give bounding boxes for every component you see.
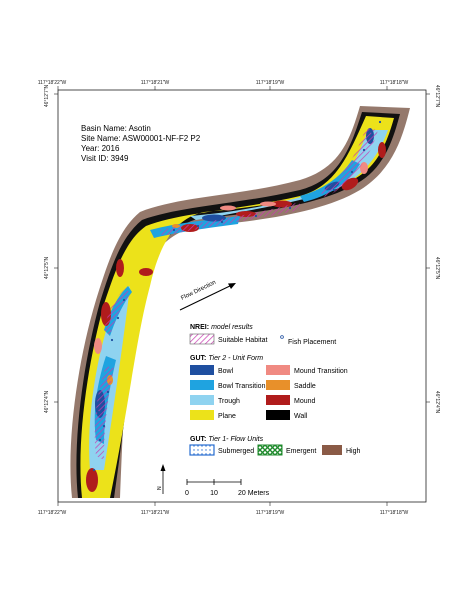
- legend-bowl-label: Bowl: [218, 368, 234, 375]
- legend-submerged-swatch: [189, 444, 215, 456]
- legend-nrei-title: NREI:: [190, 324, 209, 331]
- scale-label-20: 20 Meters: [238, 490, 270, 497]
- legend-bowl-transition-label: Bowl Transition: [218, 383, 266, 390]
- legend-wall-label: Wall: [294, 413, 308, 420]
- legend-mound-transition-label: Mound Transition: [294, 368, 348, 375]
- scale-bar: 0 10 20 Meters: [185, 479, 270, 497]
- coord-bottom-4: 117°18'18"W: [380, 510, 409, 516]
- info-basin: Basin Name: Asotin: [81, 124, 151, 133]
- legend-submerged-label: Submerged: [218, 448, 254, 455]
- legend-nrei-sub: model results: [211, 324, 253, 331]
- legend-unit-forms: Bowl Mound Transition Bowl Transition Saddl…: [190, 365, 348, 420]
- legend-gut1-heading: GUT: Tier 1- Flow Units: [190, 436, 264, 443]
- coord-bottom-3: 117°18'19"W: [256, 510, 285, 516]
- legend-bowl-swatch: [190, 365, 214, 375]
- legend-gut2-sub: Tier 2 - Unit Form: [208, 355, 263, 362]
- info-year: Year: 2016: [81, 144, 120, 153]
- legend-gut2-title: GUT:: [190, 355, 206, 362]
- legend-suitable-label: Suitable Habitat: [218, 337, 267, 344]
- coord-right-3: 46°12'4"N: [434, 391, 440, 414]
- legend-plane-label: Plane: [218, 413, 236, 420]
- scale-label-10: 10: [210, 490, 218, 497]
- coord-top-1: 117°18'22"W: [38, 80, 67, 86]
- legend-mound-transition-swatch: [266, 365, 290, 375]
- coord-top-4: 117°18'18"W: [380, 80, 409, 86]
- legend: NREI: model results Suitable Habitat Fish…: [189, 324, 361, 456]
- coord-left-3: 46°12'4"N: [44, 390, 50, 413]
- legend-emergent-label: Emergent: [286, 448, 316, 455]
- legend-fish-symbol: [280, 335, 284, 339]
- coord-top-3: 117°18'19"W: [256, 80, 285, 86]
- legend-high-label: High: [346, 448, 361, 455]
- north-arrow: N: [157, 464, 166, 494]
- legend-saddle-label: Saddle: [294, 383, 316, 390]
- legend-gut2-heading: GUT: Tier 2 - Unit Form: [190, 355, 263, 362]
- legend-fish-label: Fish Placement: [288, 339, 336, 346]
- legend-saddle-swatch: [266, 380, 290, 390]
- coord-top-2: 117°18'21"W: [141, 80, 170, 86]
- legend-high-swatch: [322, 445, 342, 455]
- north-label: N: [157, 486, 163, 490]
- legend-nrei-heading: NREI: model results: [190, 324, 253, 331]
- coord-bottom-1: 117°18'22"W: [38, 510, 67, 516]
- legend-trough-label: Trough: [218, 398, 240, 405]
- scale-label-0: 0: [185, 490, 189, 497]
- coord-left-1: 46°12'7"N: [44, 84, 50, 107]
- legend-gut1-sub: Tier 1- Flow Units: [208, 436, 263, 443]
- legend-mound-swatch: [266, 395, 290, 405]
- info-site: Site Name: ASW00001-NF-F2 P2: [81, 134, 201, 143]
- coord-right-2: 46°12'5"N: [434, 257, 440, 280]
- legend-mound-label: Mound: [294, 398, 316, 405]
- info-visit: Visit ID: 3949: [81, 154, 129, 163]
- coord-bottom-2: 117°18'21"W: [141, 510, 170, 516]
- legend-plane-swatch: [190, 410, 214, 420]
- coord-left-2: 46°12'5"N: [44, 256, 50, 279]
- graticule-ticks: [54, 86, 430, 506]
- legend-gut1-title: GUT:: [190, 436, 206, 443]
- river-channel: [70, 106, 411, 498]
- coord-right-1: 46°12'7"N: [434, 85, 440, 108]
- legend-trough-swatch: [190, 395, 214, 405]
- legend-wall-swatch: [266, 410, 290, 420]
- flow-direction-arrow: [179, 283, 236, 311]
- legend-emergent-swatch: [257, 444, 283, 456]
- legend-suitable-swatch: [189, 333, 215, 345]
- legend-bowl-transition-swatch: [190, 380, 214, 390]
